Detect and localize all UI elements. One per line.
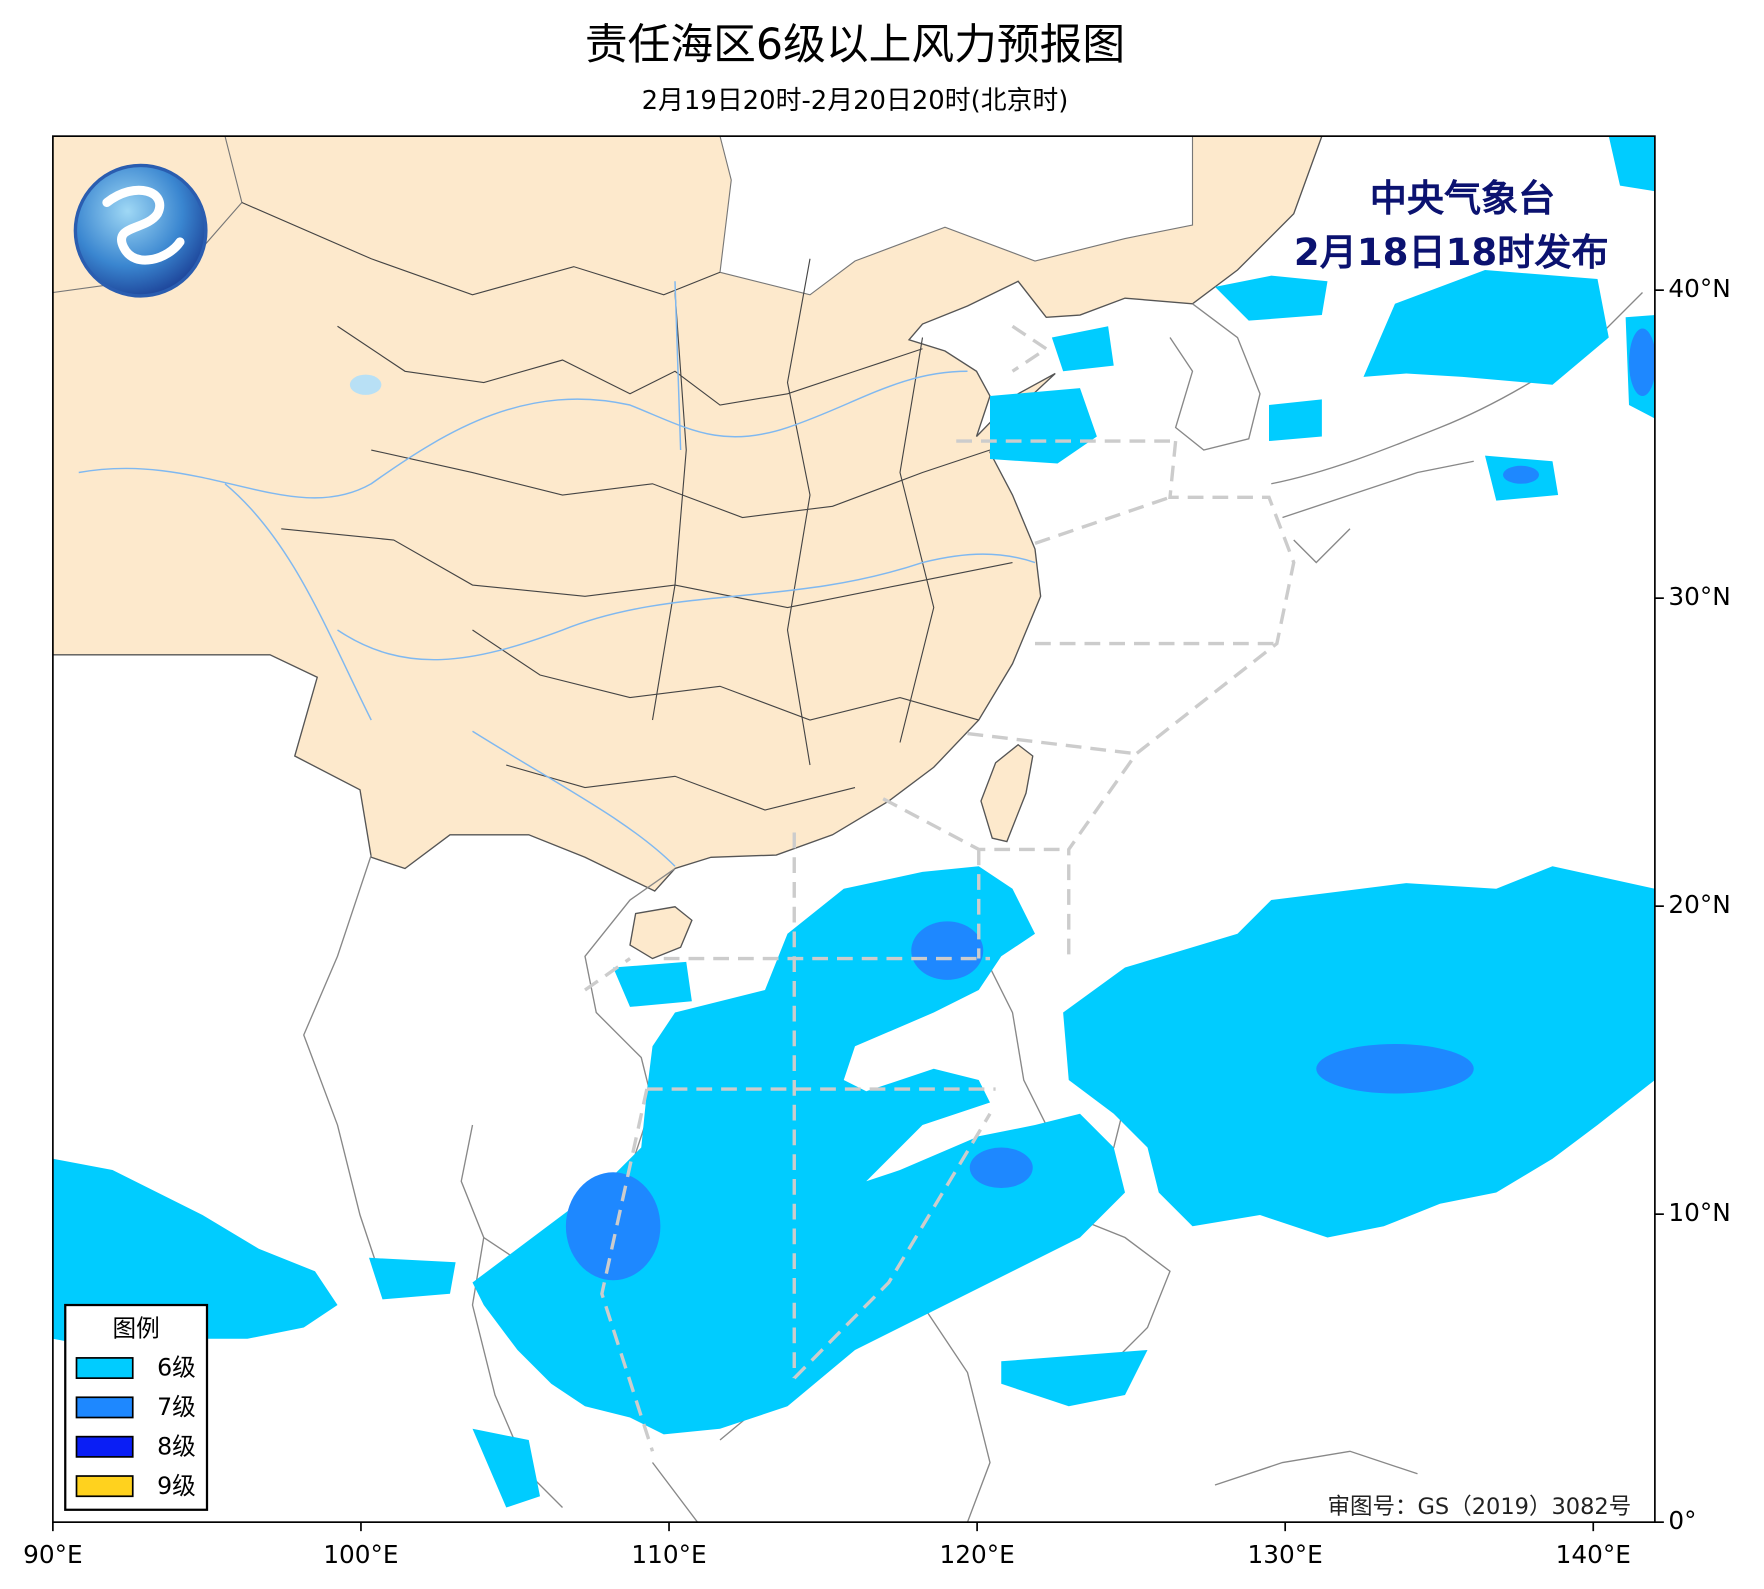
title: 责任海区6级以上风力预报图 xyxy=(585,20,1125,70)
logo xyxy=(73,163,208,298)
y-tick-label: 30°N xyxy=(1668,582,1730,611)
wind-area xyxy=(990,136,1655,501)
china-land xyxy=(52,136,1323,892)
y-tick-label: 40°N xyxy=(1668,274,1730,303)
lake xyxy=(349,374,382,395)
legend-title: 图例 xyxy=(113,1314,160,1342)
rivers xyxy=(78,281,1036,867)
legend-swatch xyxy=(75,1475,134,1498)
subtitle: 2月19日20时-2月20日20时(北京时) xyxy=(642,86,1069,116)
x-tick-label: 100°E xyxy=(323,1540,398,1569)
province-borders xyxy=(241,202,1013,811)
sea-area-boundaries xyxy=(584,324,1296,1452)
wind-area xyxy=(1629,328,1655,397)
y-tick-label: 10°N xyxy=(1668,1198,1730,1227)
x-tick-label: 140°E xyxy=(1556,1540,1631,1569)
legend-swatch xyxy=(75,1435,134,1458)
map-layers xyxy=(52,136,1655,1523)
x-tick-label: 110°E xyxy=(631,1540,706,1569)
legend-swatch xyxy=(75,1357,134,1379)
legend-swatch xyxy=(75,1396,134,1419)
x-tick-label: 90°E xyxy=(23,1540,83,1569)
x-tick-label: 130°E xyxy=(1248,1540,1323,1569)
wind-area xyxy=(1316,1044,1474,1094)
y-tick-label: 0° xyxy=(1668,1506,1696,1535)
axes: 90°E 100°E 110°E 120°E 130°E 140°E 0° 10°N 20°N 3… xyxy=(23,274,1731,1569)
x-tick-label: 120°E xyxy=(939,1540,1014,1569)
wind-area xyxy=(472,866,1125,1435)
legend-label: 7级 xyxy=(157,1393,196,1421)
wind-area xyxy=(969,1147,1033,1189)
wind-area xyxy=(1503,465,1539,484)
wind-area xyxy=(911,921,984,980)
wind-area xyxy=(52,1158,338,1351)
issue-time: 2月18日18时发布 xyxy=(1294,231,1609,274)
legend-label: 9级 xyxy=(157,1472,196,1500)
legend-label: 8级 xyxy=(157,1432,196,1460)
legend-label: 6级 xyxy=(157,1354,196,1382)
wind-area xyxy=(565,1172,661,1281)
map-frame xyxy=(52,135,1656,1523)
mongolia xyxy=(719,136,1194,296)
y-tick-label: 20°N xyxy=(1668,890,1730,919)
approval-number: 审图号：GS（2019）3082号 xyxy=(1328,1494,1632,1520)
taiwan xyxy=(980,743,1034,843)
hainan xyxy=(629,906,693,960)
legend: 图例 6级 7级 8级 9级 xyxy=(64,1303,209,1511)
wind-areas xyxy=(52,136,1655,1508)
issuer: 中央气象台 xyxy=(1370,177,1556,220)
